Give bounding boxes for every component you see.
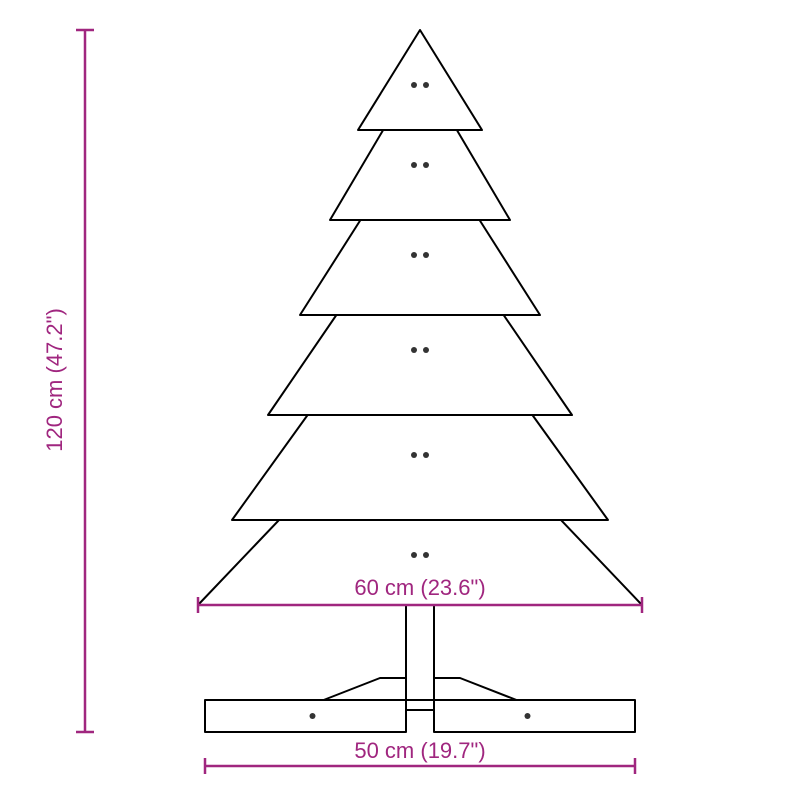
dimension-base-width: 50 cm (19.7"): [205, 738, 635, 774]
fastener-dot: [525, 713, 531, 719]
fastener-dot: [411, 252, 417, 258]
base-front-plank-right: [434, 700, 635, 732]
tree-tier: [358, 30, 482, 130]
trunk: [406, 605, 434, 700]
fastener-dot: [423, 82, 429, 88]
fastener-dot: [423, 162, 429, 168]
fastener-dot: [423, 252, 429, 258]
fastener-dot: [411, 452, 417, 458]
dimension-base-width-label: 50 cm (19.7"): [354, 738, 485, 763]
fastener-dot: [411, 552, 417, 558]
dimension-height-label: 120 cm (47.2"): [42, 308, 67, 452]
fastener-dot: [411, 82, 417, 88]
dimension-crown-width-label: 60 cm (23.6"): [354, 575, 485, 600]
dimension-height: 120 cm (47.2"): [42, 30, 94, 732]
dimension-diagram: 120 cm (47.2") 60 cm (23.6") 50 cm (19.7"): [0, 0, 800, 800]
tree-tier: [300, 205, 540, 315]
fastener-dot: [411, 347, 417, 353]
base-front-plank-left: [205, 700, 406, 732]
fastener-dot: [423, 552, 429, 558]
fastener-dot: [423, 347, 429, 353]
fastener-dot: [310, 713, 316, 719]
fastener-dot: [411, 162, 417, 168]
fastener-dot: [423, 452, 429, 458]
